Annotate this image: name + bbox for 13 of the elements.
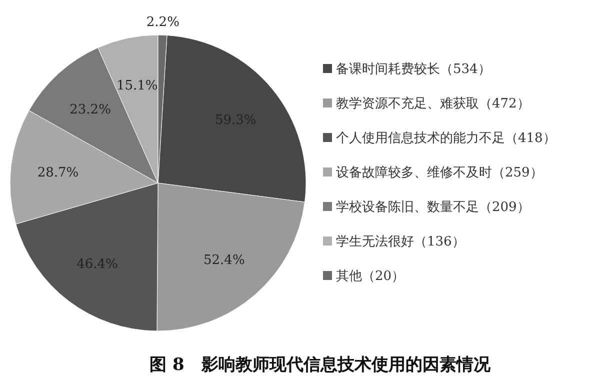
data-label: 52.4% bbox=[204, 252, 245, 268]
legend-label: 备课时间耗费较长（534） bbox=[336, 62, 491, 77]
data-label: 23.2% bbox=[70, 102, 111, 118]
data-label: 15.1% bbox=[116, 78, 158, 94]
legend-label: 学生无法很好（136） bbox=[336, 234, 465, 250]
legend-label: 其他（20） bbox=[336, 269, 405, 284]
legend-label: 教学资源不充足、难获取（472） bbox=[336, 96, 530, 112]
data-label: 28.7% bbox=[37, 165, 79, 180]
legend-label: 个人使用信息技术的能力不足（418） bbox=[336, 131, 556, 146]
legend-label: 学校设备陈旧、数量不足（209） bbox=[336, 200, 530, 215]
text: 图 8 影响教师现代信息技术使用的因素情况 bbox=[150, 355, 492, 375]
data-label: 2.2% bbox=[146, 15, 180, 30]
legend-label: 设备故障较多、维修不及时（259） bbox=[336, 166, 543, 180]
